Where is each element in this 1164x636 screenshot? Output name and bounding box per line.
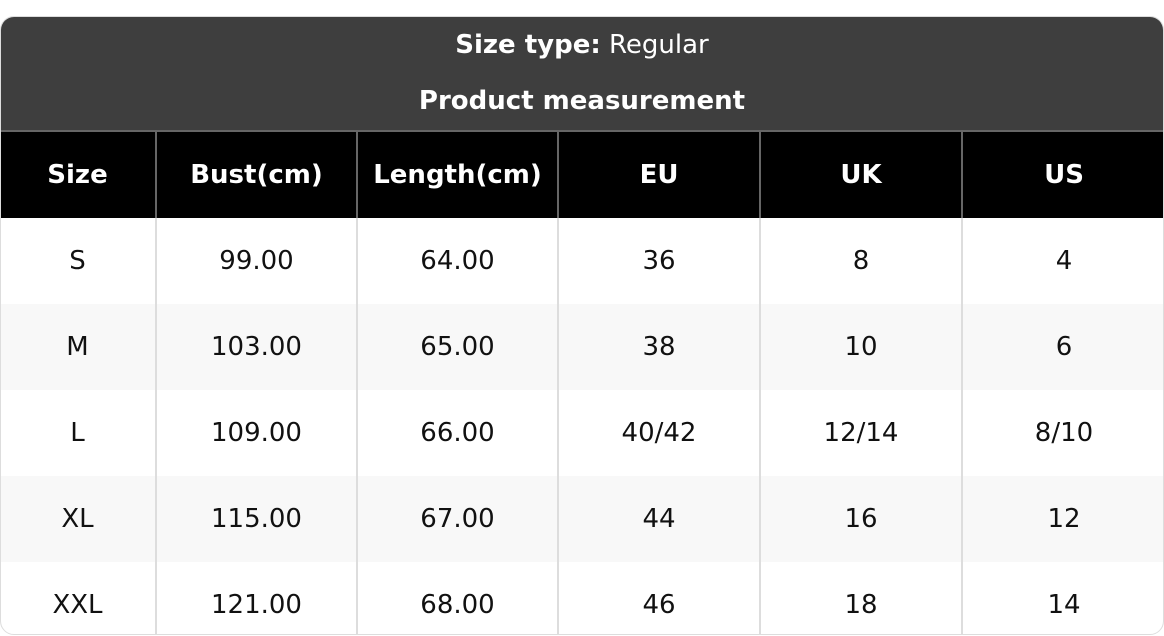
table-cell: 12 [961,476,1163,562]
table-cell: 14 [961,562,1163,634]
table-cell: 115.00 [155,476,357,562]
table-cell: 67.00 [356,476,558,562]
column-header: EU [557,130,760,218]
table-cell: 12/14 [759,390,962,476]
size-type-label: Size type: [455,30,601,60]
table-cell: S [69,246,86,276]
table-cell: 8/10 [961,390,1163,476]
table-cell: XXL [52,590,103,620]
size-type-value: Regular [609,30,709,60]
size-chart: Size type: Regular Product measurement S… [0,16,1164,635]
table-cell: 65.00 [356,304,558,390]
column-header: UK [759,130,962,218]
table-cell: 103.00 [155,304,357,390]
table-cell: 36 [557,218,760,304]
table-row: XXL 121.00 68.00 46 18 14 [1,562,1163,634]
table-row: M 103.00 65.00 38 10 6 [1,304,1163,390]
table-row: L 109.00 66.00 40/42 12/14 8/10 [1,390,1163,476]
column-header: US [961,130,1163,218]
table-cell: 18 [759,562,962,634]
table-cell: 44 [557,476,760,562]
table-cell: 16 [759,476,962,562]
size-type: Size type: Regular [1,17,1163,73]
header-row: Size Bust(cm) Length(cm) EU UK US [1,130,1163,218]
table-cell: 121.00 [155,562,357,634]
table-cell: L [70,418,85,448]
table-cell: M [1,304,156,390]
table-cell: 109.00 [155,390,357,476]
size-chart-header: Size type: Regular Product measurement [1,17,1163,130]
table-row: XL 115.00 67.00 44 16 12 [1,476,1163,562]
table-cell: 8 [759,218,962,304]
table-cell: 64.00 [356,218,558,304]
table-cell: 4 [961,218,1163,304]
subtitle: Product measurement [418,86,746,116]
table-cell: 38 [557,304,760,390]
column-header: Length(cm) [356,130,558,218]
table-cell: 40/42 [557,390,760,476]
table-cell: 10 [759,304,962,390]
table-cell: 66.00 [356,390,558,476]
table-cell: 99.00 [155,218,357,304]
table-cell: XL [1,476,156,562]
table-cell: 46 [557,562,760,634]
column-header: Bust(cm) [155,130,357,218]
table-cell: 6 [961,304,1163,390]
column-header: Size [1,130,156,218]
measurement-table: Size Bust(cm) Length(cm) EU UK US S 99.00 64.00… [1,130,1163,634]
table-cell: 68.00 [356,562,558,634]
table-row: S 99.00 64.00 36 8 4 [1,218,1163,304]
